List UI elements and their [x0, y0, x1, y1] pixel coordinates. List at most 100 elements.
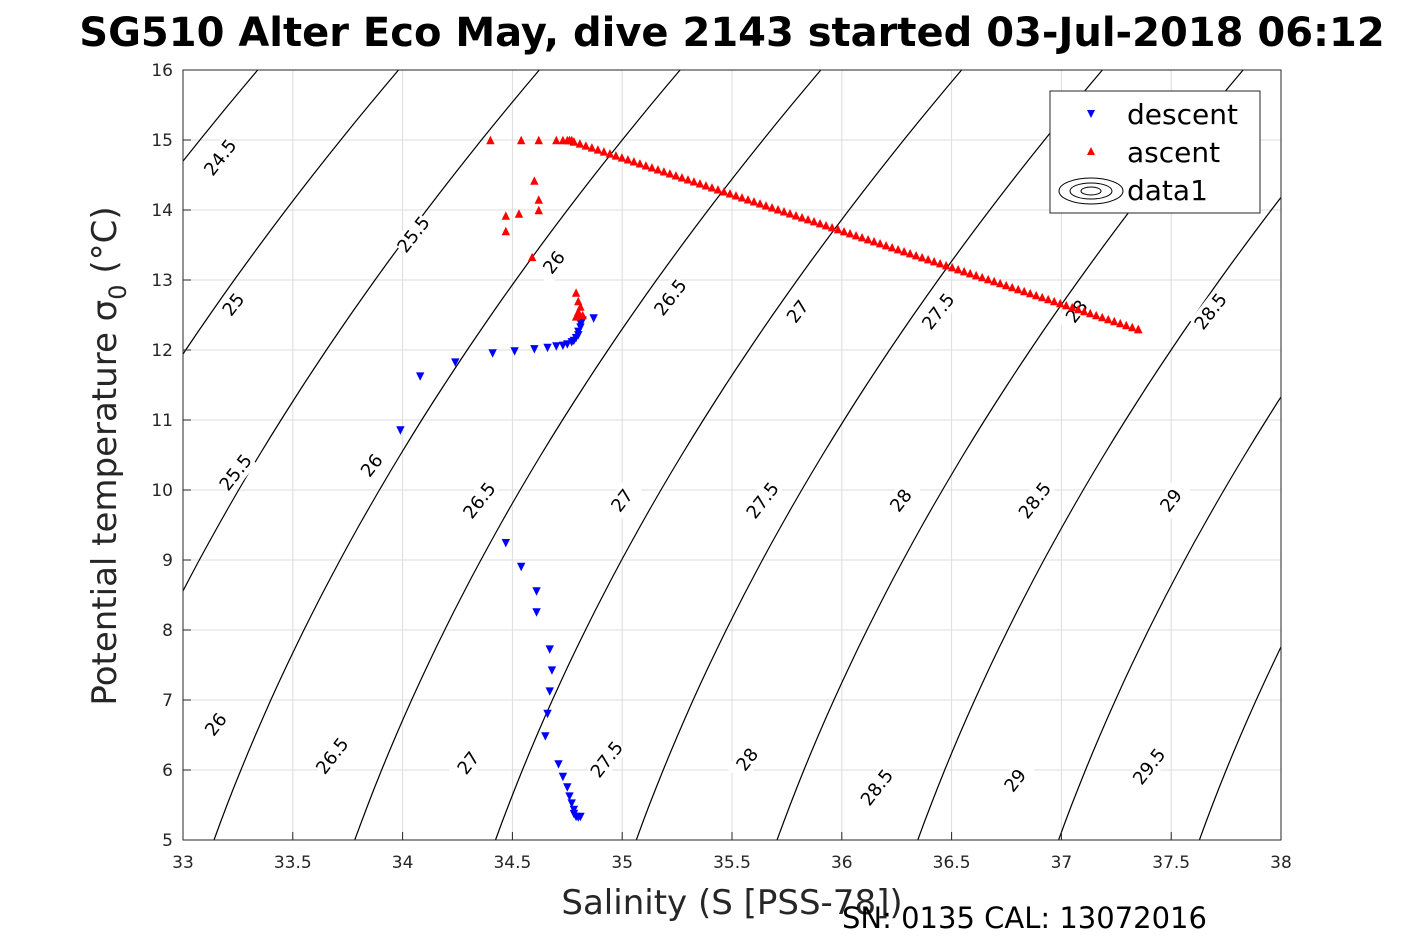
- descent-point: [510, 347, 519, 356]
- x-tick-label: 35.5: [713, 853, 751, 873]
- descent-point: [516, 562, 526, 572]
- y-tick-label: 12: [151, 341, 173, 361]
- ascent-point: [578, 310, 587, 320]
- y-tick-label: 13: [151, 271, 173, 291]
- descent-point: [545, 687, 554, 696]
- contour-label-bg: [1189, 288, 1232, 335]
- ascent-point: [1122, 320, 1131, 330]
- ascent-point: [516, 135, 526, 145]
- y-tick-label: 11: [151, 411, 173, 431]
- ascent-point: [851, 231, 861, 240]
- ascent-point: [617, 153, 627, 162]
- descent-point: [576, 812, 585, 822]
- x-tick-label: 37.5: [1152, 853, 1190, 873]
- contour-label-bg: [199, 134, 242, 181]
- ascent-point: [534, 205, 543, 215]
- ascent-point: [1001, 280, 1011, 290]
- ascent-point: [527, 252, 537, 262]
- contour-label-bg: [585, 736, 628, 783]
- descent-point: [554, 760, 563, 769]
- ascent-point: [827, 223, 837, 232]
- x-tick-label: 33: [172, 853, 194, 873]
- ascent-point: [941, 260, 951, 270]
- ascent-point: [599, 147, 609, 156]
- legend-contour-label: data1: [1127, 174, 1208, 207]
- ascent-point: [905, 248, 915, 258]
- ascent-point: [863, 234, 873, 244]
- y-tick-label: 6: [162, 761, 173, 781]
- legend: descent ascent data1: [1049, 90, 1261, 214]
- isopycnal-line: [1058, 395, 1281, 840]
- ascent-point: [899, 246, 909, 256]
- x-tick-label: 36: [831, 853, 853, 873]
- y-axis-label-unit: (°C): [85, 206, 125, 284]
- descent-point: [543, 709, 552, 719]
- contour-label-bg: [1014, 477, 1057, 524]
- ascent-point: [725, 189, 735, 198]
- contour-label-bg: [776, 288, 819, 335]
- ascent-point: [1044, 294, 1053, 304]
- contour-label-bg: [392, 211, 435, 258]
- ascent-point: [791, 211, 801, 220]
- ascent-point: [977, 272, 987, 282]
- ascent-point: [581, 141, 591, 150]
- contour-label-bg: [1150, 477, 1193, 524]
- chart-title: SG510 Alter Eco May, dive 2143 started 0…: [79, 10, 1384, 56]
- ascent-point: [761, 201, 771, 210]
- descent-point: [558, 341, 568, 350]
- ascent-point: [1074, 304, 1083, 314]
- ascent-point: [953, 264, 963, 274]
- y-tick-label: 10: [151, 481, 173, 501]
- ascent-point: [1025, 288, 1035, 298]
- ascent-point: [534, 135, 543, 145]
- density-contours: [183, 70, 1281, 840]
- ascent-point: [659, 167, 669, 176]
- ascent-point: [911, 250, 921, 260]
- y-tick-label: 5: [162, 831, 173, 851]
- y-tick-label: 9: [162, 551, 173, 571]
- ascent-point: [1013, 284, 1023, 294]
- contour-label-bg: [447, 740, 490, 786]
- contour-label-bg: [212, 281, 255, 328]
- contour-label-bg: [311, 733, 354, 779]
- x-tick-label: 34: [392, 853, 414, 873]
- contour-label-bg: [917, 288, 960, 335]
- y-tick-label: 14: [151, 201, 173, 221]
- ascent-point: [737, 193, 747, 202]
- x-tick-label: 38: [1270, 853, 1292, 873]
- ascent-point: [743, 195, 753, 204]
- ascent-point: [947, 262, 957, 272]
- contour-label-bg: [533, 239, 576, 286]
- contour-label-bg: [194, 701, 237, 748]
- isopycnal-line: [635, 70, 1103, 840]
- legend-ascent-label: ascent: [1127, 136, 1220, 169]
- ascent-point: [647, 163, 657, 172]
- x-tick-label: 33.5: [274, 853, 312, 873]
- ascent-point: [869, 236, 879, 246]
- ascent-point: [887, 242, 897, 252]
- ascent-point: [779, 207, 789, 216]
- descent-point: [558, 772, 568, 782]
- ascent-point: [552, 135, 561, 145]
- ascent-point: [1104, 314, 1113, 324]
- legend-ascent-marker: [1087, 147, 1095, 155]
- ascent-point: [839, 227, 849, 236]
- contour-label-bg: [601, 477, 644, 524]
- ascent-point: [755, 199, 765, 208]
- descent-point: [552, 342, 561, 351]
- descent-point: [541, 732, 550, 741]
- contour-label-bg: [880, 477, 923, 524]
- descent-point: [501, 539, 511, 548]
- legend-contour-icon: [1058, 177, 1124, 205]
- ascent-point: [713, 185, 723, 194]
- ascent-point: [797, 213, 807, 222]
- ascent-point: [587, 143, 597, 152]
- descent-point: [451, 358, 460, 367]
- ascent-point: [989, 276, 999, 286]
- ascent-point: [803, 215, 813, 224]
- ascent-point: [1050, 296, 1059, 306]
- isopycnal-line: [354, 70, 822, 840]
- ascent-point: [1019, 286, 1029, 296]
- ascent-point: [815, 219, 825, 228]
- ascent-point: [719, 187, 729, 196]
